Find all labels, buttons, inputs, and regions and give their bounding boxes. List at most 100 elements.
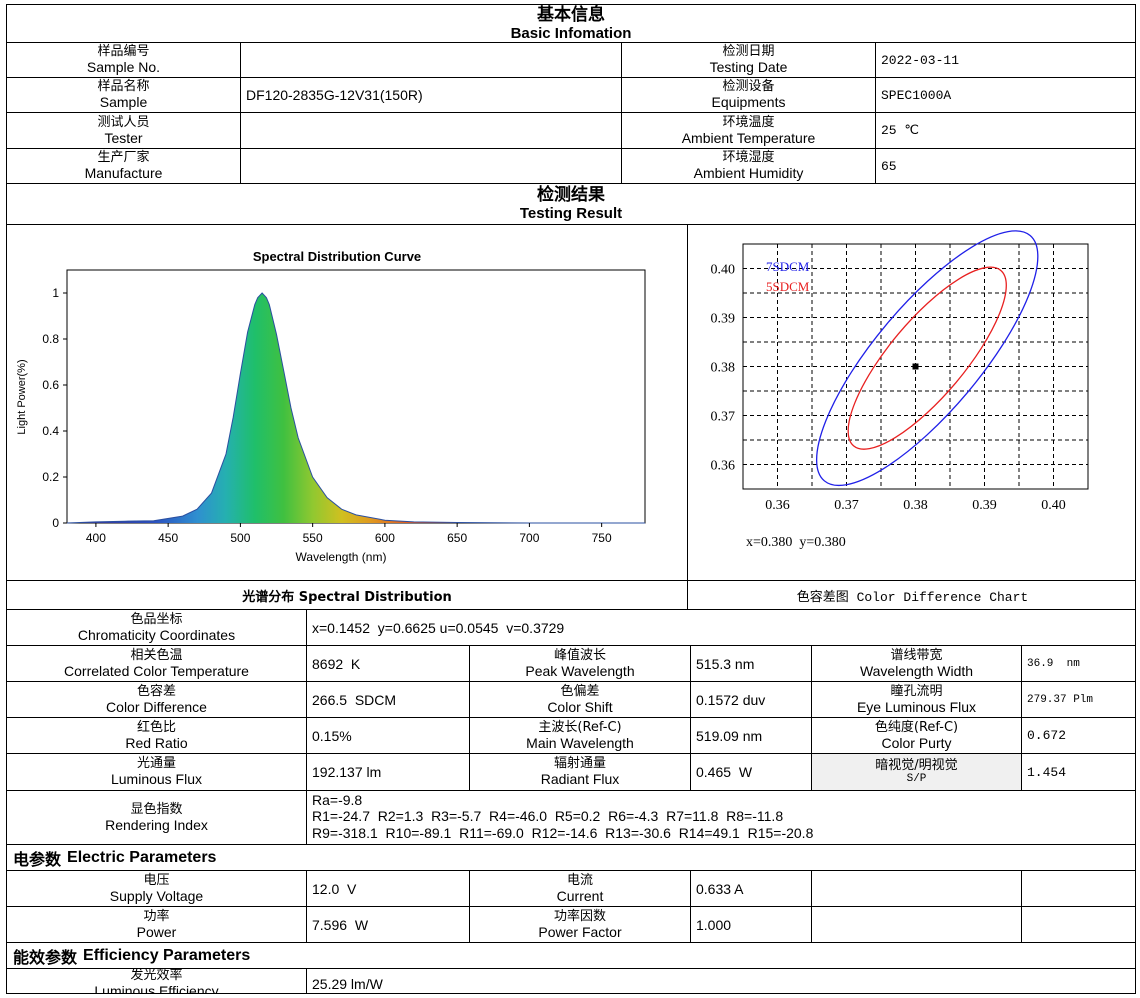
spectral-x-tick-label: 700 [519,531,539,545]
chroma-value: x=0.1452 y=0.6625 u=0.0545 v=0.3729 [312,619,565,636]
basic-info-title-zh: 基本信息 [537,5,605,25]
red-ratio-label-zh: 红色比 [136,719,176,735]
cd-legend-7sdcm: 7SDCM [766,259,810,274]
color-difference-chart-panel: 0.36 0.37 0.38 0.39 0.40 0.36 0.37 0.38 0.39 0.40… [688,225,1135,580]
sp-ratio-label-zh: 暗视觉/明视觉 [875,758,958,773]
cdiff-value: 266.5 SDCM [307,682,470,717]
testing-date-label-zh: 检测日期 [722,44,775,59]
ambient-temp-label-en: Ambient Temperature [681,129,816,146]
cd-y-tick-label: 0.40 [711,263,736,278]
testing-date-label-en: Testing Date [709,59,788,75]
power-label-zh: 功率 [143,908,170,924]
voltage-value: 12.0 V [307,871,470,906]
eye-flux-value: 279.37 Plm [1027,693,1094,706]
cd-x-tick-label: 0.37 [834,498,859,513]
main-wavelength-value: 519.09 nm [691,718,812,753]
cri-values: Ra=-9.8 R1=-24.7 R2=1.3 R3=-5.7 R4=-46.0… [307,791,1135,844]
red-ratio-label-en: Red Ratio [125,734,188,751]
cd-ellipse-7sdcm [815,230,1039,487]
luminous-flux-label-en: Luminous Flux [110,771,203,787]
empty-cell [1022,907,1135,942]
power-label-en: Power [136,923,177,940]
cd-ellipse-5sdcm [847,266,1007,450]
ambient-temp-value: 25 ℃ [881,123,920,138]
ambient-temp-label-zh: 环境温度 [722,114,775,130]
current-label-en: Current [556,887,604,904]
sample-no-label-zh: 样品编号 [97,44,150,59]
testing-date-value: 2022-03-11 [881,52,960,68]
ambient-humidity-label-en: Ambient Humidity [693,165,804,181]
sample-value: DF120-2835G-12V31(150R) [241,78,622,112]
ra-value: Ra=-9.8 [312,792,363,808]
power-factor-label-zh: 功率因数 [553,908,606,924]
cshift-label-en: Color Shift [547,698,613,715]
luminous-efficiency-row: 发光效率 Luminous Efficiency 25.29 lm/W [7,969,1135,994]
cd-y-tick-label: 0.36 [711,459,736,474]
red-ratio-value: 0.15% [307,718,470,753]
cct-row: 相关色温 Correlated Color Temperature 8692 K … [7,646,1135,682]
cd-x-tick-label: 0.38 [903,498,928,513]
cri-label-en: Rendering Index [105,816,208,833]
rendering-index-row: 显色指数 Rendering Index Ra=-9.8 R1=-24.7 R2=… [7,791,1135,845]
basic-row-4: 生产厂家 Manufacture 环境湿度 Ambient Humidity 65 [7,149,1135,184]
spectral-curve-line [66,292,645,524]
luminous-flux-value: 192.137 lm [307,754,470,790]
r1-r8-values: R1=-24.7 R2=1.3 R3=-5.7 R4=-46.0 R5=0.2 … [312,808,784,824]
spectral-y-tick-label: 1 [52,286,59,300]
efficiency-value: 25.29 lm/W [312,976,383,992]
spectral-x-tick-label: 650 [447,531,467,545]
chroma-label-en: Chromaticity Coordinates [77,626,236,643]
current-label-zh: 电流 [566,872,593,888]
spectral-distribution-caption: 光谱分布 Spectral Distribution [7,581,688,609]
spectral-x-tick-label: 500 [230,531,250,545]
manufacture-value [241,149,622,183]
spectral-x-tick-label: 450 [158,531,178,545]
color-purity-label-zh: 色纯度(Ref-C) [874,719,959,735]
empty-cell [812,907,1022,942]
efficiency-label-en: Luminous Efficiency [94,983,219,994]
cd-y-tick-label: 0.39 [711,312,736,327]
cdiff-label-en: Color Difference [106,698,207,715]
efficiency-header-zh: 能效参数 [13,947,78,967]
eye-flux-label-en: Eye Luminous Flux [856,698,977,715]
cshift-value: 0.1572 duv [691,682,812,717]
electric-header-en: Electric Parameters [67,848,217,866]
testing-result-title-zh: 检测结果 [537,185,605,205]
cd-y-tick-label: 0.37 [711,410,736,425]
spectral-distribution-chart: Spectral Distribution Curve 400 450 500 550… [16,249,646,564]
cd-x-tick-label: 0.36 [765,498,790,513]
current-value: 0.633 A [691,871,812,906]
color-purity-label-en: Color Purty [881,734,952,751]
cd-x-tick-label: 0.39 [972,498,997,513]
manufacture-label-en: Manufacture [84,165,163,181]
cd-y-tick-label: 0.38 [711,361,736,376]
voltage-label-zh: 电压 [143,872,170,888]
main-wavelength-label-zh: 主波长(Ref-C) [538,719,622,735]
r9-r15-values: R9=-318.1 R10=-89.1 R11=-69.0 R12=-14.6 … [312,825,814,841]
chart-captions-row: 光谱分布 Spectral Distribution 色容差图 Color Di… [7,581,1135,610]
cri-label-zh: 显色指数 [130,801,183,817]
voltage-row: 电压 Supply Voltage 12.0 V 电流 Current 0.633 … [7,871,1135,907]
spectral-x-tick-label: 400 [86,531,106,545]
equipments-label-zh: 检测设备 [722,79,775,94]
basic-row-3: 测试人员 Tester 环境温度 Ambient Temperature 25 ℃ [7,113,1135,149]
spectral-y-tick-label: 0.2 [42,470,59,484]
peak-value: 515.3 nm [691,646,812,681]
width-value: 36.9 nm [1027,657,1080,670]
power-value: 7.596 W [307,907,470,942]
spectral-chart-panel: Spectral Distribution Curve 400 450 500 550… [7,225,688,580]
tester-label-en: Tester [104,129,143,146]
testing-result-header: 检测结果 Testing Result [7,184,1135,225]
basic-row-2: 样品名称 Sample DF120-2835G-12V31(150R) 检测设备 E… [7,78,1135,113]
cdiff-label-zh: 色容差 [136,683,176,699]
cct-label-zh: 相关色温 [130,647,183,663]
radiant-flux-label-zh: 辐射通量 [553,756,606,771]
cd-legend-5sdcm: 5SDCM [766,279,810,294]
peak-label-en: Peak Wavelength [525,662,635,679]
spectral-x-tick-label: 550 [303,531,323,545]
sp-ratio-value: 1.454 [1027,764,1067,780]
tester-label-zh: 测试人员 [97,114,150,130]
efficiency-label-zh: 发光效率 [130,969,183,983]
width-label-zh: 谱线带宽 [890,647,943,663]
efficiency-header-en: Efficiency Parameters [83,946,251,964]
